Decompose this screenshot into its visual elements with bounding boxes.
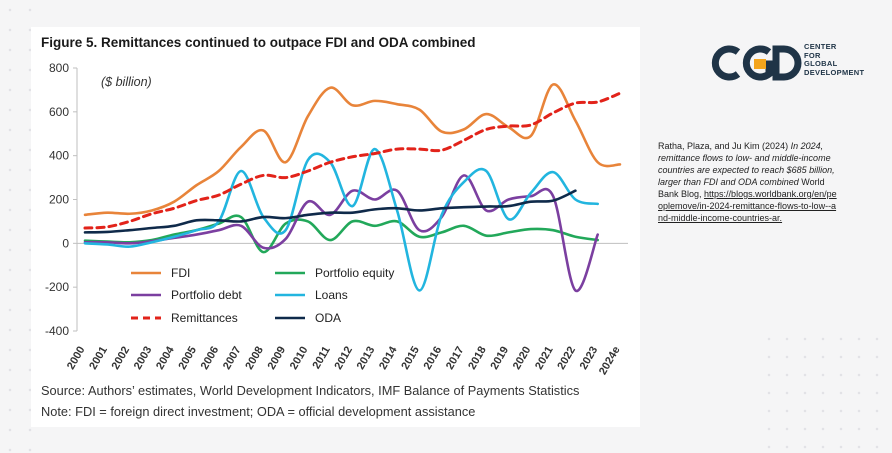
series-line-remittances — [83, 91, 622, 230]
x-tick-label: 2000 — [65, 345, 88, 372]
citation-publisher: World Bank Blog, — [658, 177, 825, 199]
x-tick-label: 2003 — [132, 345, 155, 372]
citation-authors: Ratha, Plaza, and Ju Kim (2024) — [658, 141, 789, 151]
y-tick-label: 800 — [49, 61, 69, 75]
figure-note: Note: FDI = foreign direct investment; O… — [41, 404, 476, 419]
x-tick-label: 2004 — [154, 344, 177, 372]
x-tick-label: 2011 — [310, 345, 332, 372]
x-tick-label: 2010 — [288, 345, 311, 372]
x-tick-label: 2006 — [199, 345, 222, 372]
y-tick-label: -400 — [45, 324, 69, 338]
x-tick-label: 2019 — [489, 345, 512, 372]
x-tick-label: 2005 — [176, 345, 199, 372]
x-tick-label: 2001 — [87, 345, 110, 372]
x-tick-label: 2007 — [221, 345, 244, 372]
y-tick-label: 200 — [49, 193, 69, 207]
legend-label: FDI — [171, 266, 190, 280]
citation-title: In 2024, remittance flows to low- and mi… — [658, 141, 835, 187]
background-dot-pattern — [760, 330, 892, 453]
cgd-logo: CENTER FOR GLOBAL DEVELOPMENT — [708, 40, 878, 86]
cgd-logo-mark — [711, 45, 802, 81]
figure-source: Source: Authors’ estimates, World Develo… — [41, 383, 580, 398]
x-tick-label: 2009 — [266, 345, 289, 372]
y-tick-label: 0 — [62, 236, 69, 250]
x-tick-label: 2024e — [597, 345, 623, 377]
cgd-logo-wordmark: CENTER FOR GLOBAL DEVELOPMENT — [804, 42, 865, 77]
y-tick-label: 400 — [49, 149, 69, 163]
logo-line: GLOBAL — [804, 59, 838, 69]
y-tick-label: 600 — [49, 105, 69, 119]
logo-line: CENTER — [804, 42, 837, 51]
legend-label: Remittances — [171, 311, 238, 325]
x-tick-label: 2016 — [422, 345, 445, 372]
legend-label: Portfolio debt — [171, 288, 242, 302]
x-tick-label: 2017 — [444, 345, 467, 372]
x-tick-label: 2023 — [578, 345, 601, 372]
x-tick-label: 2020 — [511, 345, 534, 372]
x-tick-label: 2002 — [110, 345, 133, 372]
x-tick-label: 2013 — [355, 345, 378, 372]
series-line-portfolio-equity — [83, 214, 600, 254]
citation-link[interactable]: https://blogs.worldbank.org/en/peoplemov… — [658, 189, 837, 223]
series-line-oda — [83, 189, 577, 234]
figure-card: Figure 5. Remittances continued to outpa… — [31, 27, 640, 427]
x-tick-label: 2014 — [377, 344, 400, 372]
series-line-loans — [83, 147, 600, 292]
unit-label: ($ billion) — [101, 75, 152, 89]
legend-label: Loans — [315, 288, 348, 302]
x-tick-label: 2008 — [243, 345, 266, 372]
legend-label: Portfolio equity — [315, 266, 394, 280]
logo-line: FOR — [804, 50, 821, 60]
logo-line: DEVELOPMENT — [804, 67, 865, 77]
x-tick-label: 2015 — [399, 345, 422, 372]
series-line-fdi — [83, 83, 622, 217]
x-tick-label: 2012 — [332, 345, 355, 372]
x-tick-label: 2021 — [533, 345, 556, 372]
x-tick-label: 2022 — [555, 345, 578, 372]
y-tick-label: -200 — [45, 280, 69, 294]
legend-label: ODA — [315, 311, 341, 325]
citation-text: Ratha, Plaza, and Ju Kim (2024) In 2024,… — [658, 140, 840, 224]
x-tick-label: 2018 — [466, 345, 489, 372]
figure-title: Figure 5. Remittances continued to outpa… — [41, 35, 476, 50]
